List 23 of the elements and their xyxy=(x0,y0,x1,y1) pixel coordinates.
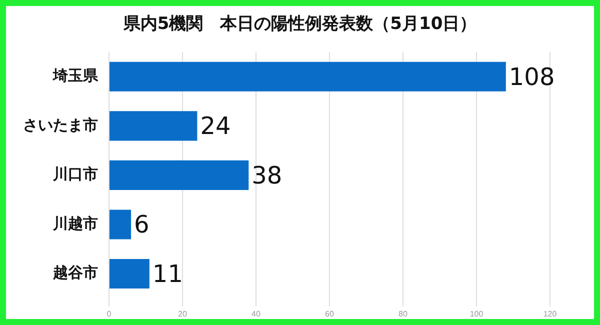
y-tick-label: 埼玉県 xyxy=(52,66,99,85)
data-label: 11 xyxy=(152,260,183,288)
x-tick-label: 60 xyxy=(325,309,334,318)
y-tick-label: さいたま市 xyxy=(23,116,98,134)
bar xyxy=(110,210,132,240)
y-tick-label: 越谷市 xyxy=(52,264,98,282)
chart-title: 県内5機関 本日の陽性例発表数（5月10日） xyxy=(122,13,478,35)
x-tick-label: 80 xyxy=(398,309,408,318)
data-label: 6 xyxy=(134,210,150,239)
x-tick-label: 40 xyxy=(252,309,261,318)
bar xyxy=(110,62,506,92)
x-tick-label: 0 xyxy=(106,309,112,318)
data-label: 38 xyxy=(252,161,282,190)
data-label: 108 xyxy=(508,62,555,91)
y-tick-label: 川越市 xyxy=(52,214,98,232)
bar xyxy=(110,111,198,141)
data-label: 24 xyxy=(200,112,231,140)
x-tick-label: 20 xyxy=(178,309,188,318)
x-tick-label: 120 xyxy=(543,309,558,318)
bar xyxy=(110,160,249,190)
x-tick-label: 100 xyxy=(470,309,484,318)
bar xyxy=(110,258,150,289)
y-tick-label: 川口市 xyxy=(52,165,98,184)
